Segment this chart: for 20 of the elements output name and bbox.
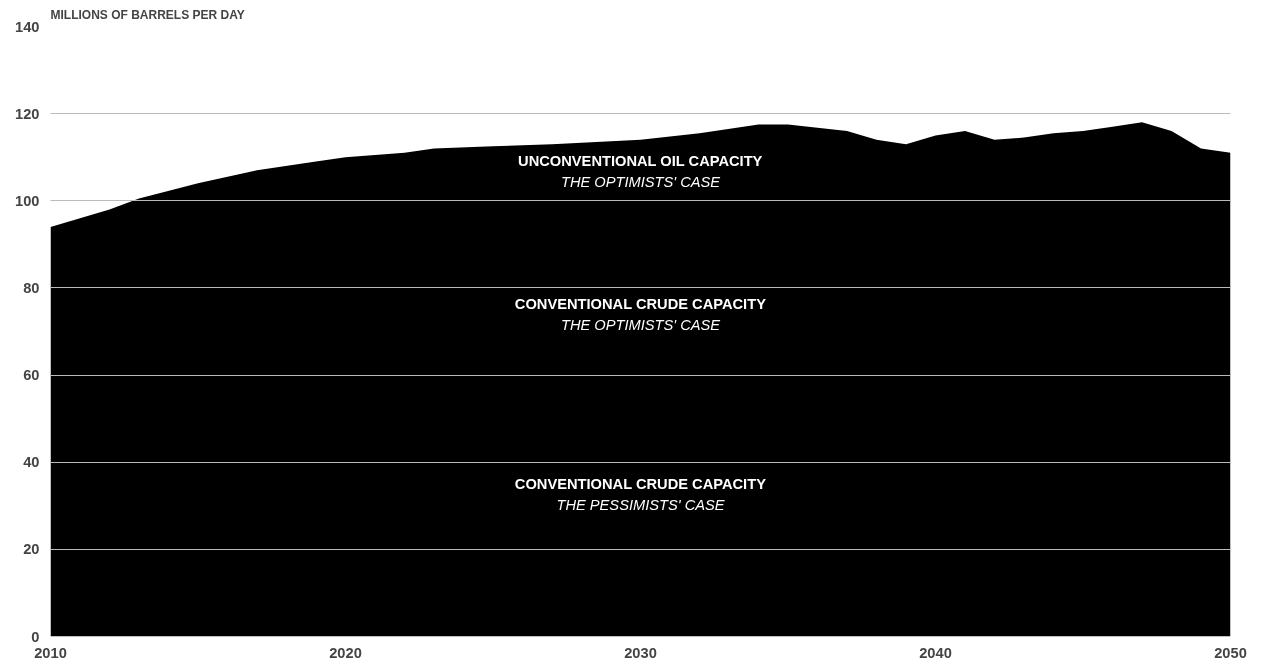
y-tick-label: 140 <box>15 18 40 35</box>
y-tick-label: 20 <box>23 541 40 558</box>
y-tick-label: 80 <box>23 279 40 296</box>
y-axis-title: MILLIONS OF BARRELS PER DAY <box>50 7 245 22</box>
annotation: CONVENTIONAL CRUDE CAPACITY <box>514 476 767 492</box>
annotation: UNCONVENTIONAL OIL CAPACITY <box>518 152 763 169</box>
x-tick-label: 2020 <box>329 644 362 661</box>
y-tick-label: 120 <box>15 105 40 122</box>
y-tick-label: 100 <box>15 192 40 209</box>
annotation: THE PESSIMISTS' CASE <box>556 497 725 514</box>
x-tick-label: 2050 <box>1214 644 1247 661</box>
y-tick-label: 60 <box>23 367 40 384</box>
y-tick-label: 40 <box>23 454 40 471</box>
x-tick-label: 2010 <box>34 644 67 661</box>
x-tick-label: 2030 <box>624 644 657 661</box>
annotation: CONVENTIONAL CRUDE CAPACITY <box>514 296 767 313</box>
annotation: THE OPTIMISTS' CASE <box>560 317 721 334</box>
x-tick-label: 2040 <box>919 644 952 661</box>
y-tick-label: 0 <box>31 628 40 645</box>
annotation: THE OPTIMISTS' CASE <box>560 174 721 191</box>
